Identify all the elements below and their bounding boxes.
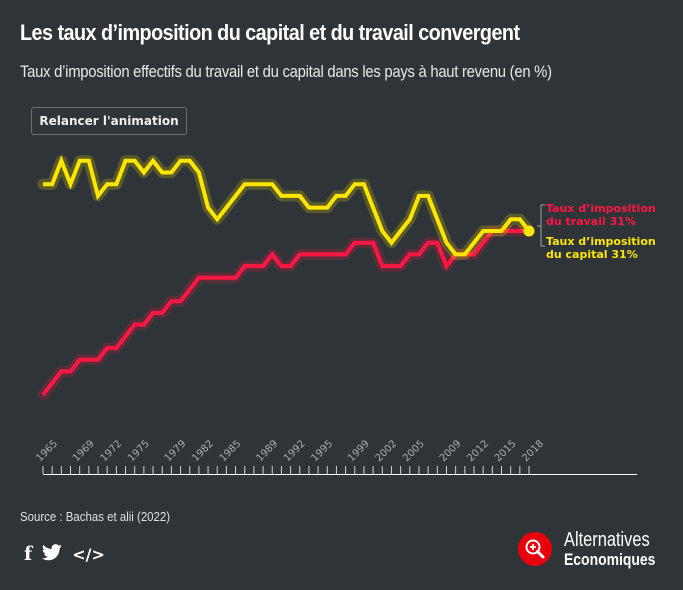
magnifier-glyph bbox=[525, 539, 545, 559]
x-tick-label: 1992 bbox=[282, 438, 308, 464]
x-tick-label: 1999 bbox=[346, 438, 372, 464]
capital-line bbox=[43, 155, 531, 257]
twitter-icon[interactable] bbox=[42, 544, 62, 565]
page-title: Les taux d’imposition du capital et du t… bbox=[20, 20, 520, 45]
x-tick-label: 1975 bbox=[126, 438, 152, 464]
capital-line-halo bbox=[37, 155, 535, 260]
x-tick-label: 1979 bbox=[163, 438, 189, 464]
magnifier-plus-icon bbox=[518, 532, 552, 566]
end-labels: Taux d’imposition du travail 31% Taux d’… bbox=[537, 202, 656, 261]
label-bracket bbox=[537, 204, 545, 247]
source-note: Source : Bachas et alii (2022) bbox=[20, 509, 171, 524]
x-tick-label: 1995 bbox=[309, 438, 335, 464]
replay-animation-button[interactable]: Relancer l'animation bbox=[31, 107, 187, 135]
capital-end-label-line1: Taux d’imposition bbox=[546, 235, 656, 248]
share-bar: f </> bbox=[24, 544, 105, 565]
x-tick-label: 1972 bbox=[99, 438, 125, 464]
x-tick-label: 2005 bbox=[401, 438, 427, 464]
brand-logo[interactable]: Alternatives Economiques bbox=[518, 530, 675, 568]
x-axis: 1965 1969 1972 1975 1979 1982 1985 1989 1992 1995… bbox=[34, 438, 637, 475]
x-tick-label: 2012 bbox=[465, 438, 491, 464]
x-tick-label: 1969 bbox=[71, 438, 97, 464]
capital-end-point bbox=[523, 225, 535, 237]
labour-end-label-line2: du travail 31% bbox=[546, 215, 636, 228]
x-tick-label: 1989 bbox=[254, 438, 280, 464]
labour-end-label-line1: Taux d’imposition bbox=[546, 202, 656, 215]
brand-line2: Economiques bbox=[564, 550, 656, 569]
x-tick-label: 1982 bbox=[190, 438, 216, 464]
x-tick-label: 2015 bbox=[493, 438, 519, 464]
brand-name: Alternatives Economiques bbox=[564, 530, 675, 568]
x-tick-label: 1965 bbox=[34, 438, 60, 464]
twitter-bird-shape bbox=[42, 544, 62, 561]
page-subtitle: Taux d’imposition effectifs du travail e… bbox=[20, 63, 552, 81]
brand-line1: Alternatives bbox=[564, 529, 650, 551]
series-lines bbox=[37, 155, 535, 401]
embed-icon[interactable]: </> bbox=[72, 544, 105, 564]
x-tick-label: 1985 bbox=[218, 438, 244, 464]
capital-end-label-line2: du capital 31% bbox=[546, 248, 638, 261]
x-tick-label: 2009 bbox=[438, 438, 464, 464]
labour-line bbox=[41, 229, 529, 397]
x-tick-label: 2002 bbox=[374, 438, 400, 464]
x-tick-label: 2018 bbox=[520, 438, 546, 464]
facebook-icon[interactable]: f bbox=[24, 543, 33, 565]
